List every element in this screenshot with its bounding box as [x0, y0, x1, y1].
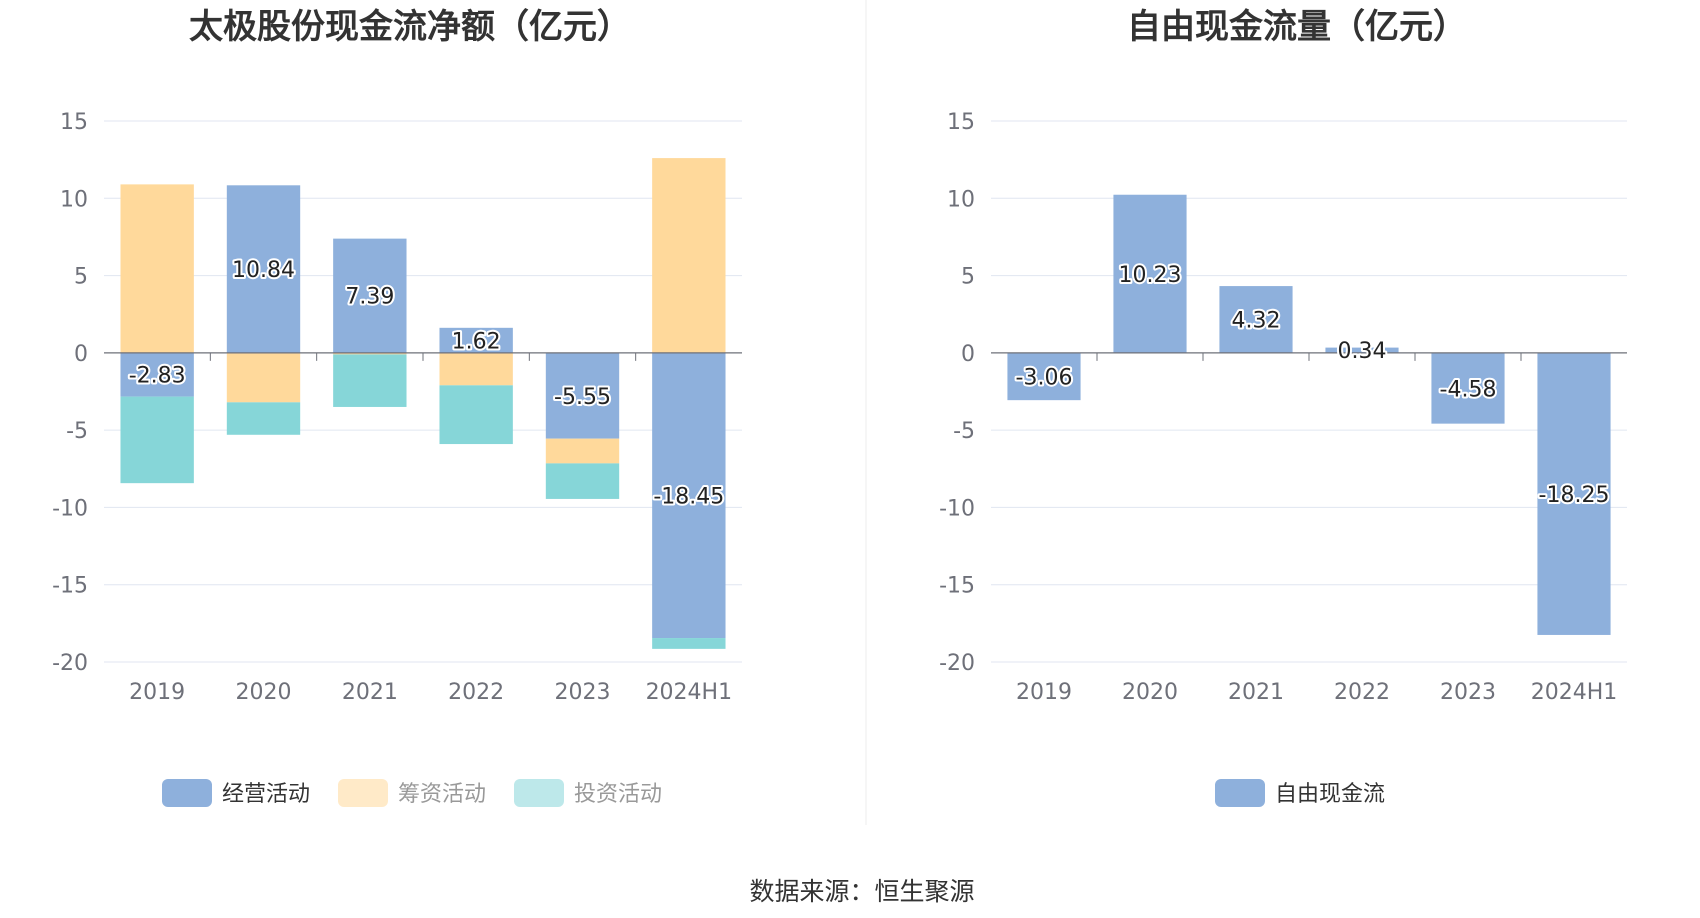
y-tick-label: 10 [947, 187, 975, 212]
x-tick-label: 2022 [1334, 680, 1390, 705]
data-label: 0.34 [1338, 339, 1387, 364]
data-label: 1.62 [452, 329, 501, 354]
bar-投资活动-2019 [120, 396, 194, 484]
bar-筹资活动-2024H1 [652, 158, 726, 353]
y-tick-label: 0 [961, 342, 975, 367]
y-tick-label: -15 [939, 574, 975, 599]
source-note: 数据来源：恒生聚源 [749, 877, 974, 906]
y-tick-label: -20 [939, 651, 975, 676]
free-cash-flow-chart: 自由现金流量（亿元） 15 10 5 0 -5 -10 -15 -20 -3.06 10.23 4.3… [939, 7, 1627, 807]
bar-筹资活动-2022 [439, 352, 513, 386]
legend-swatch [514, 779, 564, 807]
bar-经营活动-2022 [439, 327, 513, 353]
bar-筹资活动-2020 [226, 352, 301, 403]
bar-筹资活动-2021 [333, 352, 407, 355]
bar-投资活动-2023 [545, 463, 620, 499]
data-label: 10.84 [232, 258, 295, 283]
y-tick-label: 0 [74, 342, 88, 367]
chart-title: 太极股份现金流净额（亿元） [189, 7, 631, 47]
y-tick-label: -5 [66, 419, 88, 444]
bar-自由现金流-2024H1 [1537, 352, 1611, 635]
x-tick-label: 2023 [1440, 680, 1496, 705]
legend-swatch [162, 779, 212, 807]
legend-item-经营活动[interactable]: 经营活动 [162, 779, 310, 807]
x-tick-label: 2020 [236, 680, 292, 705]
bar-投资活动-2020 [226, 402, 301, 435]
legend-item-自由现金流[interactable]: 自由现金流 [1215, 779, 1385, 807]
bar-经营活动-2024H1 [652, 352, 726, 639]
chart-title: 自由现金流量（亿元） [1127, 7, 1467, 47]
legend-swatch [338, 779, 388, 807]
data-label: 4.32 [1232, 308, 1281, 333]
data-label: -2.83 [129, 364, 186, 389]
data-label: -3.06 [1016, 366, 1073, 391]
bar-投资活动-2021 [333, 354, 407, 407]
bar-经营活动-2021 [333, 238, 407, 353]
bar-经营活动-2020 [226, 185, 301, 353]
bar-自由现金流-2021 [1219, 286, 1293, 353]
legend-item-投资活动[interactable]: 投资活动 [514, 779, 662, 807]
y-tick-label: -10 [52, 496, 88, 521]
x-tick-label: 2022 [448, 680, 504, 705]
y-tick-label: 10 [60, 187, 88, 212]
bar-筹资活动-2023 [545, 438, 620, 464]
bar-自由现金流-2020 [1113, 194, 1187, 353]
y-tick-label: -10 [939, 496, 975, 521]
data-label: -5.55 [554, 385, 611, 410]
cash-flow-net-chart: 太极股份现金流净额（亿元） 15 10 5 0 -5 -10 -15 -20 -2.83 10.84… [52, 7, 742, 807]
y-tick-label: 5 [74, 265, 88, 290]
bar-自由现金流-2019 [1007, 352, 1081, 401]
x-tick-label: 2019 [1016, 680, 1072, 705]
legend-label: 自由现金流 [1275, 782, 1385, 807]
data-label: -18.25 [1539, 483, 1610, 508]
x-tick-label: 2024H1 [1531, 680, 1618, 705]
y-tick-label: 15 [947, 110, 975, 135]
legend-item-筹资活动[interactable]: 筹资活动 [338, 779, 486, 807]
data-label: -4.58 [1440, 377, 1497, 402]
bar-经营活动-2023 [545, 352, 620, 439]
legend-swatch [1215, 779, 1265, 807]
bar-经营活动-2019 [120, 352, 194, 397]
y-tick-label: 15 [60, 110, 88, 135]
data-label: 10.23 [1119, 263, 1182, 288]
x-tick-label: 2021 [342, 680, 398, 705]
bar-投资活动-2022 [439, 385, 513, 445]
x-tick-label: 2021 [1228, 680, 1284, 705]
y-tick-label: -15 [52, 574, 88, 599]
legend-label: 投资活动 [574, 782, 662, 807]
data-label: -18.45 [653, 484, 724, 509]
y-tick-label: -20 [52, 651, 88, 676]
bar-自由现金流-2023 [1431, 352, 1505, 424]
x-tick-label: 2019 [129, 680, 185, 705]
bar-筹资活动-2019 [120, 184, 194, 353]
legend-label: 经营活动 [222, 782, 310, 807]
x-tick-label: 2023 [555, 680, 611, 705]
bar-自由现金流-2022 [1325, 347, 1399, 353]
y-tick-label: -5 [953, 419, 975, 444]
data-label: 7.39 [345, 285, 394, 310]
x-tick-label: 2020 [1122, 680, 1178, 705]
x-tick-label: 2024H1 [646, 680, 733, 705]
bar-投资活动-2024H1 [652, 638, 726, 649]
y-tick-label: 5 [961, 265, 975, 290]
legend-label: 筹资活动 [398, 782, 486, 807]
